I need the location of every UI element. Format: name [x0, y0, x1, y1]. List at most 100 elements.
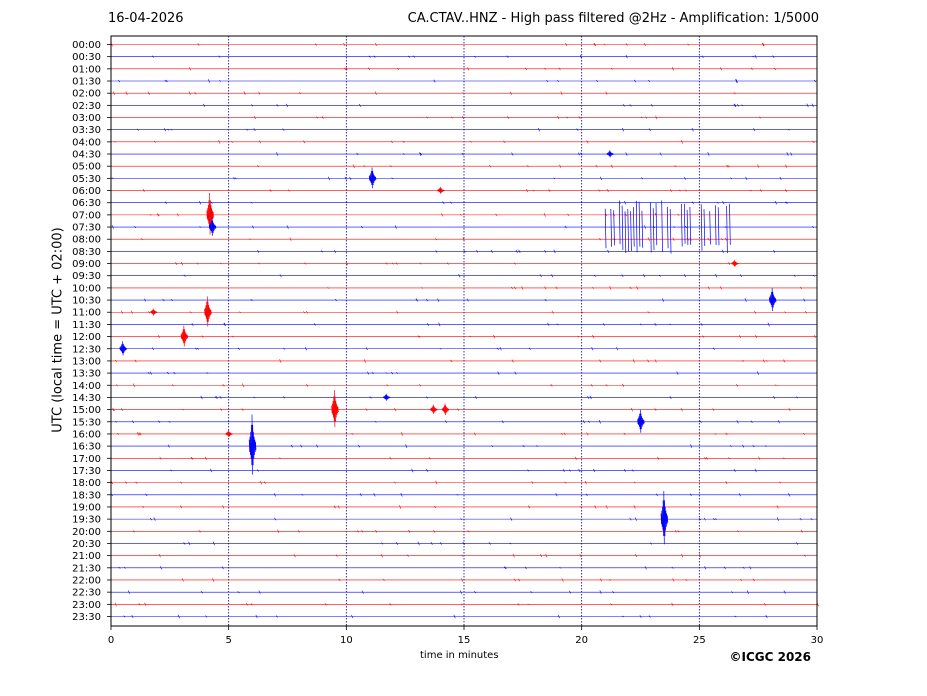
trace-noise — [117, 432, 806, 436]
trace-noise — [170, 468, 757, 473]
trace-noise — [157, 334, 816, 339]
trace-noise — [142, 188, 788, 193]
seismic-event — [225, 430, 233, 438]
row-label: 13:00 — [72, 356, 101, 367]
trace-noise — [253, 115, 762, 120]
trace-noise — [110, 492, 791, 497]
row-label: 16:00 — [72, 429, 101, 440]
trace-noise — [132, 529, 803, 534]
trace-noise — [136, 127, 790, 132]
row-label: 15:30 — [72, 417, 101, 428]
trace-noise — [327, 285, 803, 290]
row-label: 05:30 — [72, 174, 101, 185]
x-tick-label: 5 — [225, 635, 231, 646]
row-label: 13:30 — [72, 369, 101, 380]
row-label: 19:00 — [72, 502, 101, 513]
row-label: 01:00 — [72, 64, 101, 75]
row-label: 23:00 — [72, 600, 101, 611]
trace-noise — [158, 553, 807, 558]
trace-noise — [183, 273, 815, 278]
seismic-event — [204, 296, 212, 327]
seismic-event — [150, 308, 158, 316]
row-label: 02:30 — [72, 101, 101, 112]
row-label: 05:00 — [72, 162, 101, 173]
row-label: 22:30 — [72, 588, 101, 599]
row-label: 20:30 — [72, 539, 101, 550]
row-label: 03:00 — [72, 113, 101, 124]
row-label: 08:00 — [72, 235, 101, 246]
row-label: 03:30 — [72, 125, 101, 136]
seismic-event — [441, 403, 450, 416]
row-label: 09:00 — [72, 259, 101, 270]
row-label: 06:30 — [72, 198, 101, 209]
row-label: 21:30 — [72, 563, 101, 574]
copyright-credit: ©ICGC 2026 — [729, 650, 811, 664]
row-label: 12:00 — [72, 332, 101, 343]
trace-noise — [112, 407, 791, 412]
trace-noise — [276, 152, 793, 156]
row-label: 18:30 — [72, 490, 101, 501]
row-label: 14:00 — [72, 381, 101, 392]
row-label: 07:00 — [72, 210, 101, 221]
trace-noise — [115, 419, 780, 424]
seismic-event — [768, 287, 777, 312]
chart-title: CA.CTAV..HNZ - High pass filtered @2Hz -… — [407, 11, 819, 26]
x-tick-label: 10 — [340, 635, 353, 646]
trace-noise — [191, 322, 770, 327]
trace-noise — [256, 164, 788, 169]
row-label: 12:30 — [72, 344, 101, 355]
row-label: 20:00 — [72, 527, 101, 538]
trace-noise — [189, 67, 777, 71]
trace-noise — [152, 54, 775, 59]
row-label: 04:00 — [72, 137, 101, 148]
row-label: 15:00 — [72, 405, 101, 416]
seismic-event — [119, 341, 127, 356]
trace-noise — [175, 261, 731, 266]
trace-noise — [152, 346, 715, 351]
trace-noise — [123, 614, 768, 619]
x-tick-label: 0 — [108, 635, 114, 646]
seismic-event — [331, 390, 339, 428]
trace-noise — [113, 139, 815, 144]
x-tick-label: 15 — [458, 635, 471, 646]
trace-noise — [142, 505, 779, 509]
x-tick-label: 25 — [693, 635, 706, 646]
trace-noise — [181, 578, 755, 582]
row-label: 09:30 — [72, 271, 101, 282]
seismic-event — [660, 491, 669, 545]
seismic-event — [382, 393, 391, 401]
trace-noise — [112, 91, 736, 96]
trace-noise — [144, 298, 806, 302]
trace-noise — [183, 541, 799, 546]
trace-noise — [111, 176, 782, 181]
row-label: 00:30 — [72, 52, 101, 63]
row-label: 04:30 — [72, 150, 101, 161]
trace-noise — [203, 103, 814, 108]
row-label: 18:00 — [72, 478, 101, 489]
trace-noise — [165, 200, 789, 205]
row-label: 17:00 — [72, 454, 101, 465]
seismic-event — [368, 167, 377, 189]
seismic-event — [248, 414, 257, 475]
trace-noise — [127, 590, 786, 595]
trace-noise — [114, 602, 819, 607]
row-label: 23:30 — [72, 612, 101, 623]
seismic-event — [208, 217, 217, 236]
seismic-event — [606, 150, 615, 158]
trace-noise — [167, 444, 767, 449]
x-axis-label: time in minutes — [420, 650, 499, 661]
row-label: 02:00 — [72, 89, 101, 100]
row-label: 10:00 — [72, 283, 101, 294]
row-label: 10:30 — [72, 296, 101, 307]
x-tick-label: 30 — [811, 635, 824, 646]
row-label: 21:00 — [72, 551, 101, 562]
seismic-event — [604, 200, 731, 254]
trace-noise — [110, 42, 765, 47]
row-label: 19:30 — [72, 515, 101, 526]
trace-noise — [115, 383, 777, 388]
trace-noise — [110, 480, 782, 485]
row-label: 16:30 — [72, 442, 101, 453]
row-label: 07:30 — [72, 223, 101, 234]
row-label: 00:00 — [72, 40, 101, 51]
